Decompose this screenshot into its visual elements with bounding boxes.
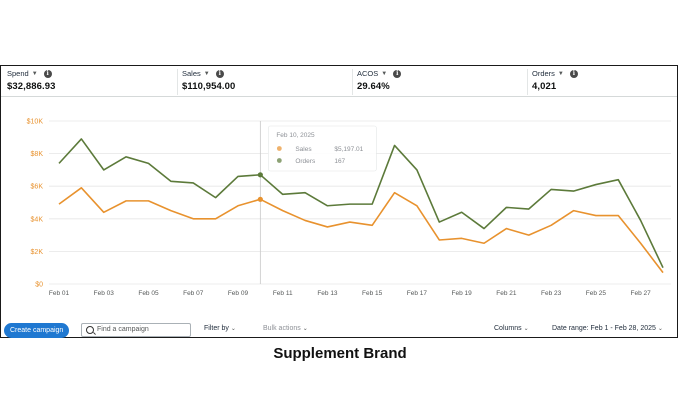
chevron-down-icon: ⌄ (657, 326, 663, 332)
x-tick-label: Feb 11 (273, 290, 293, 297)
x-tick-label: Feb 27 (631, 290, 652, 297)
campaign-dashboard: Spend ▼ i $32,886.93 Sales ▼ i $110,954.… (0, 65, 678, 338)
metric-label: Sales (182, 69, 201, 78)
chevron-down-icon: ⌄ (523, 326, 529, 332)
filter-label: Filter by (204, 325, 229, 332)
y-tick-label: $6K (31, 184, 44, 191)
create-campaign-button[interactable]: Create campaign (4, 323, 70, 338)
tooltip-date: Feb 10, 2025 (276, 132, 315, 139)
x-tick-label: Feb 01 (49, 290, 70, 297)
chevron-down-icon[interactable]: ▼ (381, 70, 388, 77)
tooltip-value: $5,197.01 (334, 146, 363, 153)
tooltip-label: Orders (295, 158, 316, 165)
caption: Supplement Brand (273, 345, 407, 362)
chevron-down-icon[interactable]: ▼ (557, 70, 564, 77)
highlight-point-orders (257, 172, 263, 178)
metric-acos[interactable]: ACOS ▼ i 29.64% (352, 69, 527, 95)
x-tick-label: Feb 07 (183, 290, 204, 297)
bulk-actions-label: Bulk actions (263, 325, 301, 332)
metric-value: $32,886.93 (7, 81, 56, 92)
search-placeholder: Find a campaign (97, 326, 149, 333)
search-icon (86, 326, 94, 334)
metric-value: 29.64% (357, 81, 390, 92)
info-icon[interactable]: i (215, 69, 224, 78)
campaign-toolbar: Create campaign Find a campaign Filter b… (1, 322, 677, 339)
x-tick-label: Feb 25 (586, 290, 607, 297)
metric-value: $110,954.00 (182, 81, 236, 92)
chevron-down-icon[interactable]: ▼ (203, 70, 210, 77)
columns-label: Columns (494, 325, 522, 332)
info-icon[interactable]: i (393, 69, 402, 78)
x-tick-label: Feb 21 (496, 290, 517, 297)
y-tick-label: $0 (35, 282, 43, 289)
metrics-bar: Spend ▼ i $32,886.93 Sales ▼ i $110,954.… (1, 66, 677, 97)
info-icon[interactable]: i (569, 69, 578, 78)
metric-orders[interactable]: Orders ▼ i 4,021 (527, 69, 677, 95)
metric-label: ACOS (357, 69, 379, 78)
x-tick-label: Feb 15 (362, 290, 383, 297)
highlight-point-sales (257, 196, 263, 202)
bulk-actions-dropdown[interactable]: Bulk actions ⌄ (263, 325, 308, 332)
info-icon[interactable]: i (43, 69, 52, 78)
y-tick-label: $10K (27, 119, 44, 126)
tooltip-swatch-sales (276, 146, 282, 151)
metric-value: 4,021 (532, 81, 557, 92)
date-range-label: Date range: Feb 1 - Feb 28, 2025 (552, 325, 656, 332)
series-line-sales (58, 187, 664, 274)
y-tick-label: $8K (31, 151, 44, 158)
tooltip-value: 167 (334, 158, 345, 165)
chevron-down-icon[interactable]: ▼ (31, 70, 38, 77)
line-chart: $0 $2K $4K $6K $8K $10K Feb 01 Feb 03 Feb 05 Feb … (27, 119, 671, 297)
y-tick-label: $4K (31, 216, 44, 223)
x-tick-label: Feb 23 (541, 290, 562, 297)
search-input[interactable]: Find a campaign (81, 323, 191, 337)
columns-dropdown[interactable]: Columns ⌄ (494, 325, 529, 332)
tooltip-swatch-orders (276, 158, 282, 163)
chevron-down-icon: ⌄ (230, 326, 236, 332)
x-tick-label: Feb 17 (407, 290, 428, 297)
date-range-dropdown[interactable]: Date range: Feb 1 - Feb 28, 2025 ⌄ (552, 325, 663, 332)
x-tick-label: Feb 13 (317, 290, 338, 297)
metric-spend[interactable]: Spend ▼ i $32,886.93 (7, 69, 172, 95)
x-tick-label: Feb 19 (452, 290, 473, 297)
x-tick-label: Feb 09 (228, 290, 249, 297)
filter-dropdown[interactable]: Filter by ⌄ (204, 325, 236, 332)
series-line-orders (58, 138, 664, 269)
tooltip-label: Sales (295, 146, 312, 153)
metric-label: Orders (532, 69, 555, 78)
chevron-down-icon: ⌄ (302, 326, 308, 332)
tooltip-box (268, 125, 377, 172)
x-tick-label: Feb 03 (94, 290, 115, 297)
y-tick-label: $2K (31, 249, 44, 256)
metric-sales[interactable]: Sales ▼ i $110,954.00 (177, 69, 352, 95)
x-tick-label: Feb 05 (138, 290, 159, 297)
metric-label: Spend (7, 69, 29, 78)
